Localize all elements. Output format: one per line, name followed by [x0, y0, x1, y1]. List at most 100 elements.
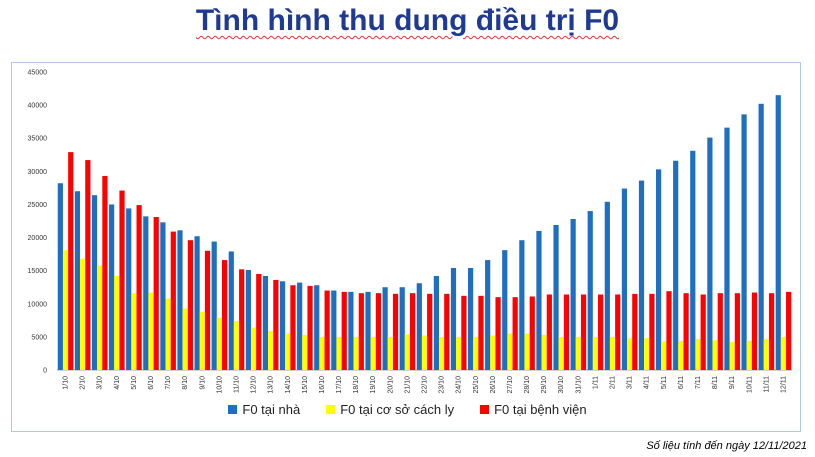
bar — [553, 224, 559, 370]
bar — [194, 236, 200, 370]
bar — [353, 336, 359, 370]
bar — [331, 290, 337, 370]
bar — [729, 342, 735, 370]
bar — [741, 114, 747, 370]
bar — [74, 191, 81, 370]
x-tick-label: 18/10 — [353, 376, 360, 394]
x-tick-label: 20/10 — [387, 376, 394, 394]
bar — [102, 175, 108, 370]
bar — [290, 285, 296, 370]
bar — [211, 241, 217, 370]
bar — [216, 317, 222, 370]
bar — [712, 340, 718, 370]
legend-swatch-icon — [480, 405, 490, 414]
x-tick-label: 31/10 — [575, 376, 582, 394]
bar — [324, 290, 330, 370]
bar — [661, 341, 667, 370]
x-tick-label: 22/10 — [422, 376, 429, 394]
bar — [233, 320, 240, 370]
y-tick-label: 10000 — [28, 301, 48, 308]
bar — [136, 205, 142, 370]
bar — [370, 336, 376, 370]
bar — [575, 336, 581, 370]
bar — [160, 222, 166, 370]
x-tick-label: 1/10 — [63, 376, 70, 390]
bar — [228, 251, 234, 370]
bar — [57, 183, 63, 370]
chart-title: Tình hình thu dung điều trị F0 — [0, 4, 815, 38]
bar — [763, 338, 769, 370]
bar — [529, 296, 535, 370]
bar — [541, 334, 547, 370]
y-tick-label: 45000 — [28, 70, 48, 77]
bar — [109, 204, 115, 370]
bar — [519, 240, 525, 370]
bar — [85, 160, 91, 370]
bar — [780, 336, 787, 370]
bar — [297, 282, 303, 370]
bar — [644, 338, 650, 370]
bar — [558, 336, 564, 370]
bar — [587, 211, 593, 370]
bar — [182, 308, 188, 370]
legend-swatch-icon — [228, 405, 238, 414]
bar — [375, 293, 382, 370]
bar — [768, 293, 775, 370]
bar — [678, 340, 684, 370]
bar — [114, 275, 120, 370]
bar — [91, 195, 98, 370]
bar — [336, 336, 342, 370]
bar — [126, 208, 132, 370]
bar — [348, 291, 354, 370]
bar — [609, 336, 616, 370]
bar — [382, 287, 388, 370]
x-tick-label: 9/10 — [199, 376, 206, 390]
x-tick-label: 12/11 — [780, 376, 787, 393]
bar — [170, 231, 176, 370]
bar — [279, 281, 286, 370]
bar — [239, 269, 245, 370]
x-tick-label: 1/11 — [592, 376, 599, 389]
legend-item: F0 tại nhà — [228, 402, 300, 417]
bar — [786, 291, 792, 370]
x-tick-label: 11/11 — [763, 376, 770, 393]
bar — [131, 293, 137, 370]
bar — [319, 336, 325, 370]
bar — [758, 103, 764, 370]
x-tick-label: 2/11 — [610, 376, 617, 389]
bar — [473, 336, 479, 370]
bar — [285, 333, 291, 370]
bar — [273, 279, 279, 370]
bar — [97, 265, 103, 370]
legend: F0 tại nhà F0 tại cơ sở cách ly F0 tại bện… — [0, 402, 815, 417]
y-tick-label: 20000 — [28, 235, 48, 242]
bar — [563, 294, 570, 370]
bar — [700, 294, 706, 370]
bar — [673, 160, 679, 370]
x-tick-label: 30/10 — [558, 376, 565, 394]
y-tick-label: 35000 — [28, 136, 48, 143]
bar — [690, 150, 696, 370]
legend-label: F0 tại bệnh viện — [494, 402, 587, 417]
x-tick-label: 11/10 — [233, 376, 240, 393]
bar — [444, 293, 450, 370]
y-tick-label: 15000 — [28, 268, 48, 275]
x-tick-label: 5/11 — [661, 376, 668, 389]
bar — [416, 283, 422, 370]
bar — [302, 334, 308, 370]
x-tick-label: 15/10 — [302, 376, 309, 394]
footnote: Số liệu tính đến ngày 12/11/2021 — [646, 440, 807, 452]
x-tick-label: 2/10 — [80, 376, 87, 390]
bar — [724, 127, 730, 370]
y-tick-label: 0 — [43, 368, 47, 375]
x-tick-label: 10/10 — [216, 376, 223, 394]
bar — [507, 333, 513, 370]
bar — [649, 293, 655, 370]
x-tick-label: 27/10 — [507, 376, 514, 394]
bar — [707, 137, 713, 370]
x-tick-label: 14/10 — [285, 376, 292, 394]
x-tick-label: 12/10 — [251, 376, 258, 394]
bar — [341, 291, 347, 370]
bar — [399, 287, 405, 370]
